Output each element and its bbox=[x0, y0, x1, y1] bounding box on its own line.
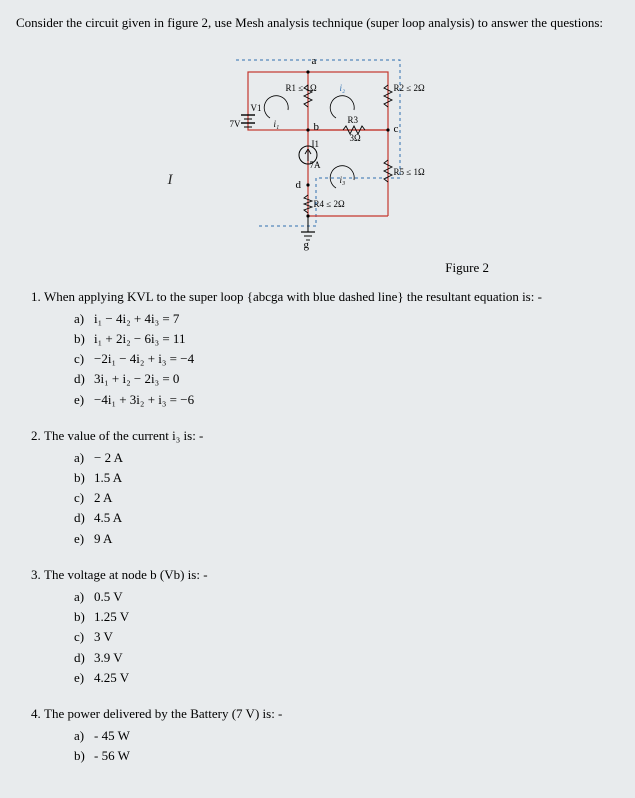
label-i1: i₁ bbox=[274, 118, 280, 131]
q3-choice-e: e)4.25 V bbox=[74, 669, 619, 687]
label-R2: R2 ≤ 2Ω bbox=[394, 82, 425, 95]
node-g: g bbox=[304, 238, 310, 253]
q3-choice-d: d)3.9 V bbox=[74, 649, 619, 667]
q3-choice-a: a)0.5 V bbox=[74, 588, 619, 606]
q4-choice-a: a)- 45 W bbox=[74, 727, 619, 745]
q2-choice-c: c)2 A bbox=[74, 489, 619, 507]
circuit-figure: a b c d g R1 ≤ 1Ω R2 ≤ 2Ω R3 3Ω R4 ≤ 2Ω … bbox=[208, 40, 428, 250]
question-list: When applying KVL to the super loop {abc… bbox=[16, 288, 619, 766]
q3-choice-b: b)1.25 V bbox=[74, 608, 619, 626]
q4-choice-b: b)- 56 W bbox=[74, 747, 619, 765]
question-1: When applying KVL to the super loop {abc… bbox=[44, 288, 619, 409]
node-a: a bbox=[312, 54, 317, 69]
label-V1v: 7V bbox=[230, 118, 241, 131]
question-2: The value of the current i₃ is: - a)− 2 … bbox=[44, 427, 619, 548]
q2-stem: The value of the current i₃ is: - bbox=[44, 428, 203, 443]
q2-choice-a: a)− 2 A bbox=[74, 449, 619, 467]
q2-choice-d: d)4.5 A bbox=[74, 509, 619, 527]
figure-caption: Figure 2 bbox=[16, 259, 619, 277]
label-i3: i₃ bbox=[340, 174, 346, 187]
node-d: d bbox=[296, 178, 302, 193]
q1-choice-a: a)i₁ − 4i₂ + 4i₃ = 7 bbox=[74, 310, 619, 328]
label-R4: R4 ≤ 2Ω bbox=[314, 198, 345, 211]
intro-text: Consider the circuit given in figure 2, … bbox=[16, 14, 619, 32]
figure-container: a b c d g R1 ≤ 1Ω R2 ≤ 2Ω R3 3Ω R4 ≤ 2Ω … bbox=[16, 40, 619, 255]
question-4: The power delivered by the Battery (7 V)… bbox=[44, 705, 619, 766]
q2-choice-b: b)1.5 A bbox=[74, 469, 619, 487]
label-i2: i₂ bbox=[340, 82, 346, 95]
question-3: The voltage at node b (Vb) is: - a)0.5 V… bbox=[44, 566, 619, 687]
q3-choice-c: c)3 V bbox=[74, 628, 619, 646]
label-V1: V1 bbox=[251, 102, 262, 115]
label-I1: I1 bbox=[312, 138, 320, 151]
label-R1: R1 ≤ 1Ω bbox=[286, 82, 317, 95]
q1-choice-e: e)−4i₁ + 3i₂ + i₃ = −6 bbox=[74, 391, 619, 409]
q1-choice-d: d)3i₁ + i₂ − 2i₃ = 0 bbox=[74, 370, 619, 388]
label-R3: R3 bbox=[348, 114, 359, 127]
annotation-I: I bbox=[168, 170, 173, 191]
label-R5: R5 ≤ 1Ω bbox=[394, 166, 425, 179]
q1-choice-c: c)−2i₁ − 4i₂ + i₃ = −4 bbox=[74, 350, 619, 368]
label-I1v: 7A bbox=[310, 159, 321, 172]
q1-stem: When applying KVL to the super loop {abc… bbox=[44, 289, 542, 304]
q1-choice-b: b)i₁ + 2i₂ − 6i₃ = 11 bbox=[74, 330, 619, 348]
label-R3ohm: 3Ω bbox=[350, 132, 361, 145]
q2-choice-e: e)9 A bbox=[74, 530, 619, 548]
q3-stem: The voltage at node b (Vb) is: - bbox=[44, 567, 208, 582]
node-b: b bbox=[314, 120, 320, 135]
q4-stem: The power delivered by the Battery (7 V)… bbox=[44, 706, 282, 721]
node-c: c bbox=[394, 122, 399, 137]
